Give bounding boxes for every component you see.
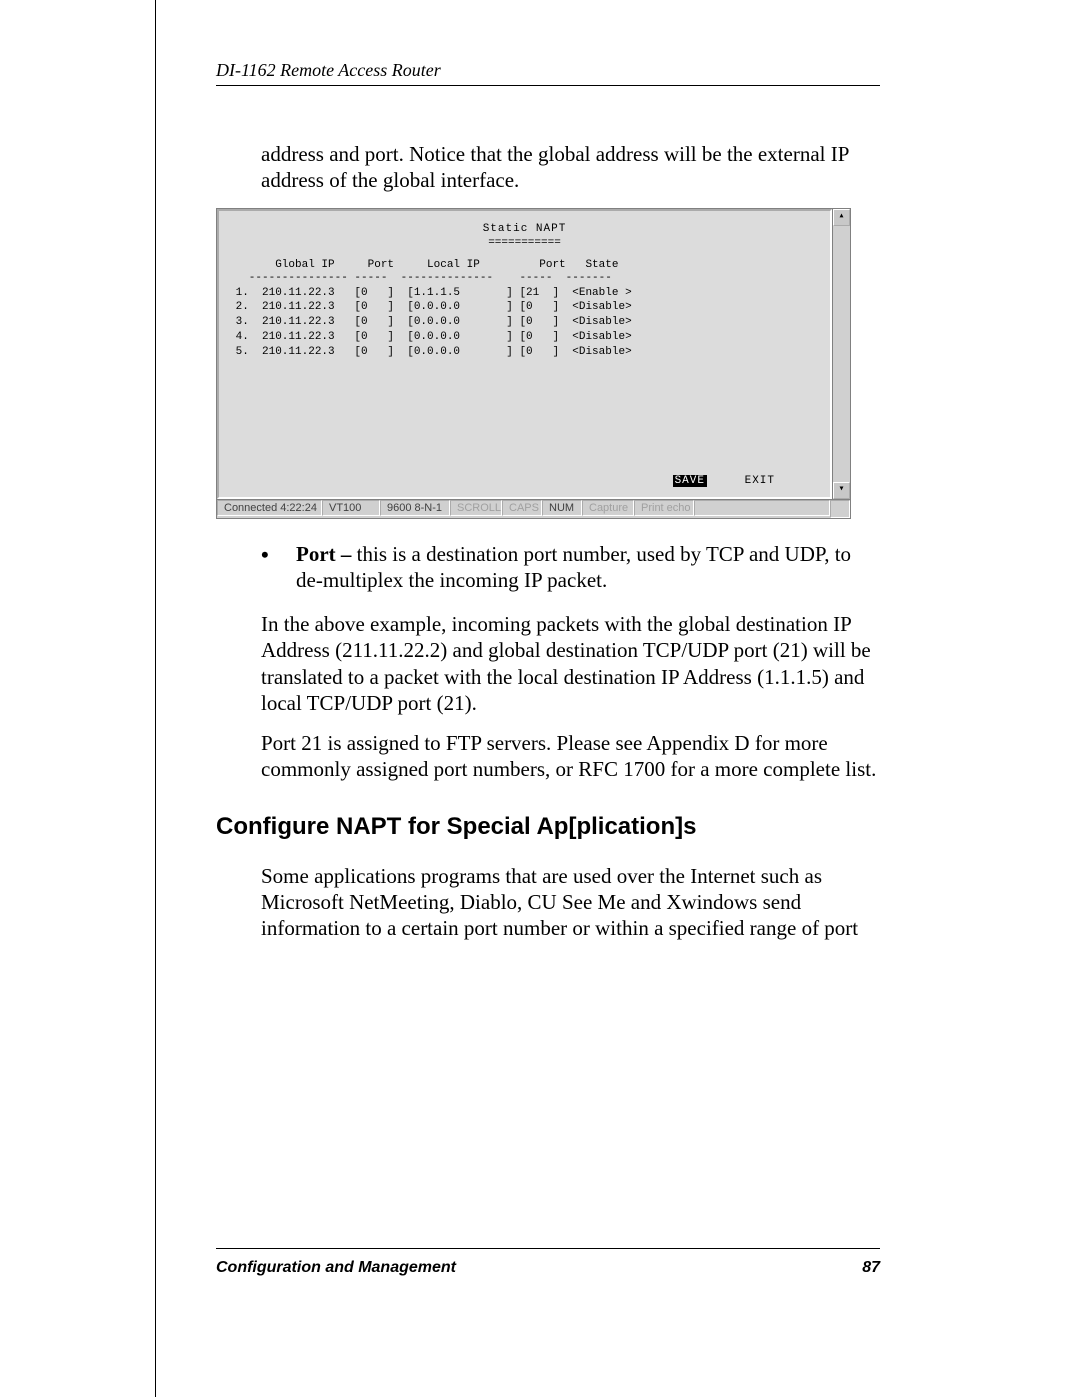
terminal-title: Static NAPT: [229, 223, 820, 235]
terminal-row: 2. 210.11.22.3 [0 ] [0.0.0.0 ] [0 ] <Dis…: [229, 300, 820, 315]
status-scroll: SCROLL: [450, 500, 502, 516]
scroll-up-icon[interactable]: ▴: [833, 209, 850, 226]
terminal-buttons: SAVE EXIT: [673, 475, 775, 487]
section-heading: Configure NAPT for Special Ap[plication]…: [216, 813, 880, 841]
bullet-text: Port – this is a destination port number…: [296, 541, 880, 594]
apps-paragraph: Some applications programs that are used…: [261, 863, 880, 942]
terminal-statusbar: Connected 4:22:24 VT100 9600 8-N-1 SCROL…: [217, 499, 850, 518]
status-emulation: VT100: [322, 500, 380, 516]
terminal-column-divider: --------------- ----- -------------- ---…: [229, 272, 820, 284]
page: DI-1162 Remote Access Router address and…: [0, 0, 1080, 1397]
running-header: DI-1162 Remote Access Router: [216, 60, 880, 86]
intro-paragraph: address and port. Notice that the global…: [261, 141, 880, 194]
status-print: Print echo: [634, 500, 694, 516]
example-paragraph: In the above example, incoming packets w…: [261, 611, 880, 716]
terminal-row: 5. 210.11.22.3 [0 ] [0.0.0.0 ] [0 ] <Dis…: [229, 345, 820, 360]
status-num: NUM: [542, 500, 582, 516]
terminal-title-underline: ===========: [229, 237, 820, 249]
terminal-body-wrap: Static NAPT =========== Global IP Port L…: [217, 209, 850, 499]
status-connected: Connected 4:22:24: [217, 500, 322, 516]
terminal-body: Static NAPT =========== Global IP Port L…: [217, 209, 832, 499]
footer-section: Configuration and Management: [216, 1259, 456, 1277]
content-frame: DI-1162 Remote Access Router address and…: [155, 0, 940, 1397]
resize-grip-icon[interactable]: [830, 500, 850, 518]
terminal-window: Static NAPT =========== Global IP Port L…: [216, 208, 851, 519]
terminal-row: 3. 210.11.22.3 [0 ] [0.0.0.0 ] [0 ] <Dis…: [229, 315, 820, 330]
save-button[interactable]: SAVE: [673, 475, 707, 487]
terminal-row: 1. 210.11.22.3 [0 ] [1.1.1.5 ] [21 ] <En…: [229, 286, 820, 301]
scroll-down-icon[interactable]: ▾: [833, 482, 850, 499]
terminal-column-headers: Global IP Port Local IP Port State: [229, 259, 820, 271]
bullet-port: • Port – this is a destination port numb…: [261, 541, 880, 594]
status-caps: CAPS: [502, 500, 542, 516]
status-baud: 9600 8-N-1: [380, 500, 450, 516]
status-spacer: [694, 500, 830, 516]
footer-line: Configuration and Management 87: [216, 1259, 880, 1277]
exit-button[interactable]: EXIT: [745, 475, 775, 487]
footer-rule: [216, 1248, 880, 1249]
terminal-row: 4. 210.11.22.3 [0 ] [0.0.0.0 ] [0 ] <Dis…: [229, 330, 820, 345]
bullet-label: Port –: [296, 542, 351, 566]
ftp-paragraph: Port 21 is assigned to FTP servers. Plea…: [261, 730, 880, 783]
status-capture: Capture: [582, 500, 634, 516]
footer-page-number: 87: [862, 1259, 880, 1277]
bullet-desc: this is a destination port number, used …: [296, 542, 851, 592]
bullet-icon: •: [261, 541, 296, 594]
scrollbar[interactable]: ▴ ▾: [832, 209, 850, 499]
page-footer: Configuration and Management 87: [216, 1248, 880, 1277]
